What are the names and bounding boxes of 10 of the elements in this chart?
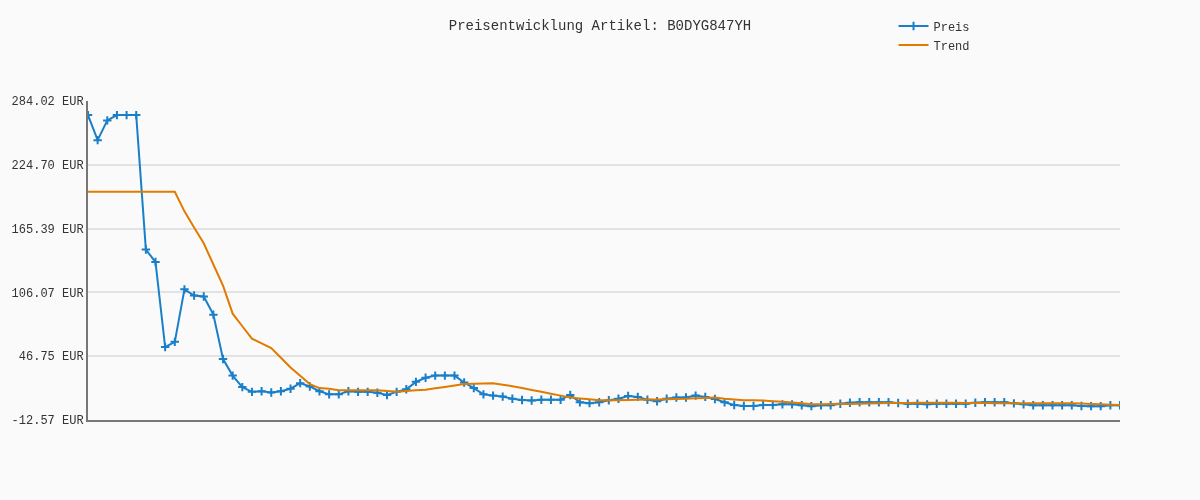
y-tick-label: 284.02 EUR — [11, 95, 84, 110]
legend-label: Preis — [933, 20, 970, 35]
y-tick-label: 165.39 EUR — [11, 222, 84, 237]
line-series — [88, 190, 1120, 406]
y-tick-label: 224.70 EUR — [11, 159, 84, 173]
chart-title: Preisentwicklung Artikel: B0DYG847YH — [448, 17, 752, 34]
y-tick-label: -12.57 EUR — [11, 414, 84, 429]
y-tick-label: 46.75 EUR — [18, 350, 84, 365]
y-tick-label: 106.07 EUR — [11, 286, 84, 301]
legend-label: Trend — [933, 39, 970, 54]
